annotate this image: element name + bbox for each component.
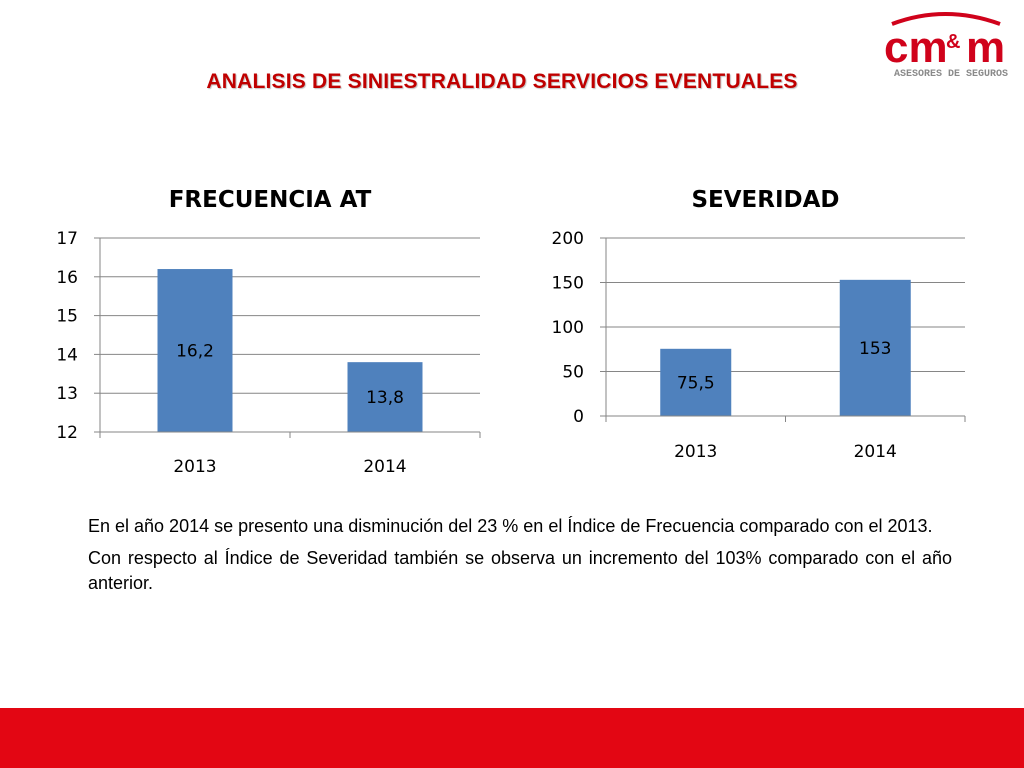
frecuencia-at-x-tick-label-2013: 2013 (173, 457, 216, 477)
frecuencia-at-y-tick-label: 15 (56, 307, 78, 327)
severidad-y-tick-label: 150 (552, 274, 584, 294)
analysis-text: En el año 2014 se presento una disminuci… (88, 514, 952, 603)
frecuencia-at-data-label-2014: 13,8 (366, 388, 404, 408)
severidad-y-tick-label: 0 (573, 407, 584, 427)
frecuencia-at-chart-title: FRECUENCIA AT (169, 187, 372, 213)
company-logo: cm & m ASESORES DE SEGUROS (880, 6, 1010, 82)
severidad-y-tick-label: 100 (552, 318, 584, 338)
frecuencia-at-y-tick-label: 13 (56, 384, 78, 404)
footer-band (0, 708, 1024, 768)
cmm-logo-icon: cm & m ASESORES DE SEGUROS (884, 12, 1008, 80)
severidad-y-tick-label: 50 (562, 363, 584, 383)
analysis-paragraph-frecuencia: En el año 2014 se presento una disminuci… (88, 516, 933, 536)
analysis-paragraph-severidad: Con respecto al Índice de Severidad tamb… (88, 548, 952, 593)
frecuencia-chart-svg: FRECUENCIA AT 12 13 14 15 16 17 16,2 2013 13,8 201… (56, 187, 481, 477)
severidad-chart-svg: SEVERIDAD 0 50 100 150 200 75,5 2013 153 2014 (552, 187, 966, 462)
frecuencia-at-y-tick-label: 16 (56, 268, 78, 288)
severidad-chart: SEVERIDAD 0 50 100 150 200 75,5 2013 153 2014 (510, 180, 990, 480)
frecuencia-at-bar-2014 (347, 362, 423, 432)
severidad-bar-2013 (660, 348, 732, 416)
frecuencia-at-y-tick-label: 14 (56, 345, 78, 365)
severidad-data-label-2014: 153 (859, 339, 891, 359)
svg-text:ASESORES DE SEGUROS: ASESORES DE SEGUROS (894, 69, 1008, 80)
severidad-chart-title: SEVERIDAD (691, 187, 839, 213)
svg-text:&: & (946, 31, 960, 53)
frecuencia-at-x-tick-label-2014: 2014 (363, 457, 406, 477)
frecuencia-at-y-tick-label: 17 (56, 229, 78, 249)
slide-title: ANALISIS DE SINIESTRALIDAD SERVICIOS EVE… (206, 70, 798, 93)
frecuencia-at-bar-2013 (157, 269, 233, 432)
frecuencia-at-data-label-2013: 16,2 (176, 342, 214, 362)
severidad-bar-2014 (839, 279, 911, 416)
svg-text:cm: cm (884, 23, 948, 72)
severidad-data-label-2013: 75,5 (677, 373, 715, 393)
svg-text:m: m (966, 23, 1005, 72)
frecuencia-at-y-tick-label: 12 (56, 423, 78, 443)
severidad-y-tick-label: 200 (552, 229, 584, 249)
severidad-x-tick-label-2014: 2014 (854, 442, 897, 462)
frecuencia-chart: FRECUENCIA AT 12 13 14 15 16 17 16,2 2013 13,8 201… (0, 180, 481, 480)
severidad-x-tick-label-2013: 2013 (674, 442, 717, 462)
